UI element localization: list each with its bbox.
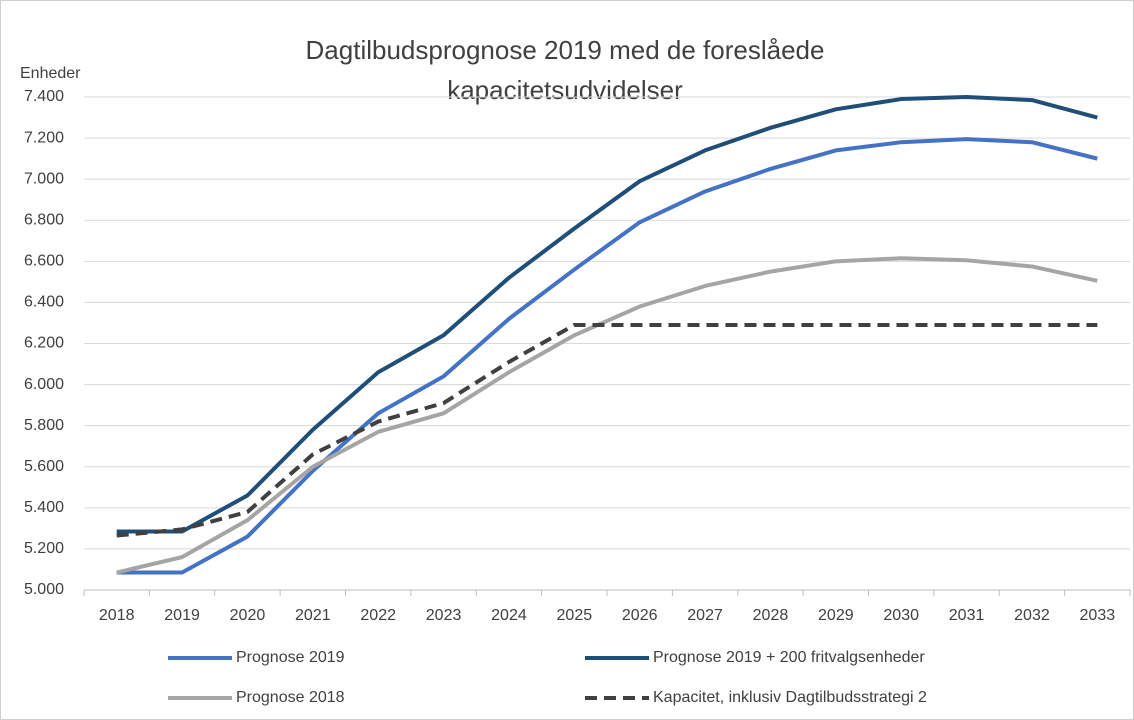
y-tick-label: 7.400 <box>24 88 64 105</box>
y-tick-label: 5.800 <box>24 417 64 434</box>
y-tick-label: 6.600 <box>24 253 64 270</box>
x-tick-label: 2025 <box>557 607 593 624</box>
x-tick-label: 2026 <box>622 607 658 624</box>
x-tick-label: 2020 <box>230 607 266 624</box>
y-tick-label: 5.600 <box>24 458 64 475</box>
x-tick-label: 2030 <box>883 607 919 624</box>
chart-title: kapacitetsudvidelser <box>447 75 683 105</box>
y-tick-label: 6.000 <box>24 376 64 393</box>
x-tick-label: 2033 <box>1080 607 1116 624</box>
y-tick-label: 7.200 <box>24 129 64 146</box>
series-line <box>116 137 1098 575</box>
x-tick-label: 2027 <box>687 607 723 624</box>
y-axis-label: Enheder <box>20 65 81 82</box>
y-tick-label: 7.000 <box>24 170 64 187</box>
x-tick-label: 2032 <box>1014 607 1050 624</box>
y-tick-label: 5.000 <box>24 581 64 598</box>
series-line <box>116 256 1098 575</box>
legend-label: Prognose 2019 + 200 fritvalgsenheder <box>653 649 925 666</box>
x-tick-label: 2023 <box>426 607 462 624</box>
legend-label: Prognose 2018 <box>236 689 345 706</box>
x-tick-label: 2022 <box>360 607 396 624</box>
x-tick-label: 2021 <box>295 607 331 624</box>
y-tick-label: 6.800 <box>24 211 64 228</box>
y-tick-label: 5.400 <box>24 499 64 516</box>
series-line <box>116 95 1098 534</box>
y-tick-label: 6.200 <box>24 335 64 352</box>
x-tick-label: 2029 <box>818 607 854 624</box>
y-tick-label: 5.200 <box>24 540 64 557</box>
x-tick-label: 2028 <box>753 607 789 624</box>
x-tick-label: 2031 <box>949 607 985 624</box>
legend-label: Prognose 2019 <box>236 649 345 666</box>
x-tick-label: 2024 <box>491 607 527 624</box>
x-tick-label: 2018 <box>99 607 135 624</box>
y-tick-label: 6.400 <box>24 294 64 311</box>
series-line <box>116 323 1098 538</box>
legend-label: Kapacitet, inklusiv Dagtilbudsstrategi 2 <box>653 689 927 706</box>
chart-title: Dagtilbudsprognose 2019 med de foreslåed… <box>306 35 825 65</box>
x-tick-label: 2019 <box>164 607 200 624</box>
